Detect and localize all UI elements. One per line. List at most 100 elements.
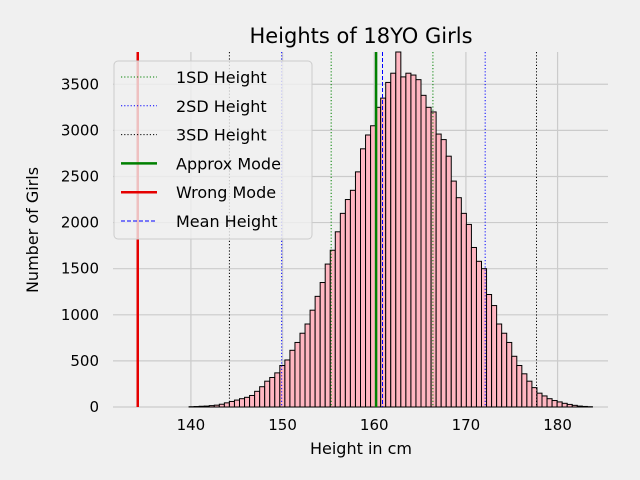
histogram-bar bbox=[581, 405, 588, 408]
histogram-bar bbox=[239, 398, 246, 408]
legend-label: 3SD Height bbox=[176, 126, 267, 145]
histogram-bar bbox=[511, 355, 518, 408]
histogram-bar bbox=[460, 212, 467, 408]
histogram-bar bbox=[410, 74, 417, 408]
histogram-bar bbox=[395, 51, 402, 408]
histogram-bar bbox=[289, 349, 296, 408]
histogram-bar bbox=[360, 148, 367, 408]
histogram-bar bbox=[526, 380, 533, 408]
histogram-bar bbox=[430, 111, 437, 408]
tick-labels: 140 150 160 170 180 0 500 1000 1500 2000 2500 3000 3… bbox=[61, 75, 572, 434]
histogram-bar bbox=[309, 309, 316, 408]
legend-label: 1SD Height bbox=[176, 68, 267, 87]
histogram-bar bbox=[425, 106, 432, 408]
legend: 1SD Height 2SD Height 3SD Height Approx Mod… bbox=[113, 60, 313, 240]
histogram-bar bbox=[475, 260, 483, 408]
histogram-bar bbox=[506, 341, 513, 408]
histogram-bar bbox=[208, 405, 215, 408]
histogram-bar bbox=[324, 263, 331, 408]
histogram-bar bbox=[445, 155, 452, 408]
histogram-bar bbox=[223, 402, 230, 408]
histogram-bar bbox=[536, 392, 543, 408]
histogram-bar bbox=[450, 180, 457, 408]
histogram-bar bbox=[198, 405, 205, 408]
histogram-bar bbox=[254, 390, 261, 408]
histogram-bar bbox=[294, 341, 301, 408]
histogram-bars bbox=[188, 51, 593, 408]
histogram-bar bbox=[440, 139, 447, 408]
legend-label: 2SD Height bbox=[176, 97, 267, 116]
histogram-bar bbox=[203, 405, 210, 408]
histogram-bar bbox=[365, 134, 372, 408]
histogram-bar bbox=[385, 81, 392, 408]
histogram-bar bbox=[566, 403, 573, 408]
legend-label: Approx Mode bbox=[176, 154, 281, 173]
histogram-bar bbox=[334, 231, 341, 408]
y-tick-label: 500 bbox=[70, 352, 99, 370]
histogram-bar bbox=[481, 268, 488, 408]
histogram-bar bbox=[415, 79, 422, 408]
histogram-bar bbox=[571, 404, 578, 408]
x-tick-label: 150 bbox=[268, 416, 297, 434]
histogram-bar bbox=[264, 380, 271, 408]
histogram-bar bbox=[349, 189, 356, 408]
y-tick-label: 3000 bbox=[61, 121, 99, 139]
histogram-bar bbox=[244, 396, 251, 408]
histogram-bar bbox=[319, 282, 326, 408]
x-tick-label: 160 bbox=[360, 416, 389, 434]
histogram-bar bbox=[354, 171, 362, 408]
histogram-bar bbox=[259, 386, 266, 408]
x-tick-label: 140 bbox=[177, 416, 206, 434]
histogram-bar bbox=[470, 246, 477, 408]
histogram-bar bbox=[249, 394, 256, 408]
y-tick-label: 1000 bbox=[61, 306, 99, 324]
histogram-bar bbox=[304, 323, 311, 408]
y-tick-label: 1500 bbox=[61, 260, 99, 278]
y-tick-label: 0 bbox=[89, 398, 99, 416]
histogram-bar bbox=[420, 94, 427, 408]
chart-title: Heights of 18YO Girls bbox=[249, 24, 472, 48]
histogram-bar bbox=[551, 400, 558, 408]
histogram-bar bbox=[314, 295, 321, 408]
legend-label: Mean Height bbox=[176, 212, 278, 231]
histogram-bar bbox=[501, 332, 508, 408]
histogram-bar bbox=[299, 332, 306, 408]
histogram-bar bbox=[279, 365, 286, 408]
histogram-bar bbox=[516, 365, 523, 408]
histogram-bar bbox=[274, 372, 281, 408]
x-tick-label: 180 bbox=[543, 416, 572, 434]
histogram-bar bbox=[284, 359, 291, 408]
histogram-bar bbox=[491, 305, 498, 408]
histogram-bar bbox=[465, 223, 472, 408]
histogram-bar bbox=[561, 402, 568, 408]
histogram-bar bbox=[400, 76, 407, 408]
x-axis-label: Height in cm bbox=[310, 439, 412, 458]
y-axis-label: Number of Girls bbox=[23, 167, 42, 293]
histogram-bar bbox=[405, 72, 412, 408]
histogram-bar bbox=[380, 97, 387, 408]
histogram-bar bbox=[213, 404, 220, 408]
histogram-bar bbox=[546, 398, 553, 408]
histogram-bar bbox=[269, 376, 276, 408]
histogram-bar bbox=[576, 405, 583, 408]
histogram-bar bbox=[521, 373, 528, 408]
y-tick-label: 2000 bbox=[61, 214, 99, 232]
histogram-bar bbox=[233, 399, 240, 408]
histogram-bar bbox=[228, 400, 235, 408]
histogram-bar bbox=[339, 212, 346, 408]
histogram-bar bbox=[344, 199, 351, 408]
histogram-bar bbox=[218, 403, 225, 408]
x-tick-label: 170 bbox=[452, 416, 481, 434]
histogram-bar bbox=[541, 395, 548, 408]
legend-box bbox=[113, 60, 313, 240]
histogram-bar bbox=[486, 294, 493, 408]
histogram-bar bbox=[556, 401, 563, 408]
histogram-bar bbox=[390, 72, 397, 408]
histogram-bar bbox=[496, 323, 503, 408]
y-tick-label: 2500 bbox=[61, 167, 99, 185]
histogram-bar bbox=[455, 197, 462, 408]
histogram-bar bbox=[435, 133, 442, 408]
legend-label: Wrong Mode bbox=[176, 183, 276, 202]
y-tick-label: 3500 bbox=[61, 75, 99, 93]
